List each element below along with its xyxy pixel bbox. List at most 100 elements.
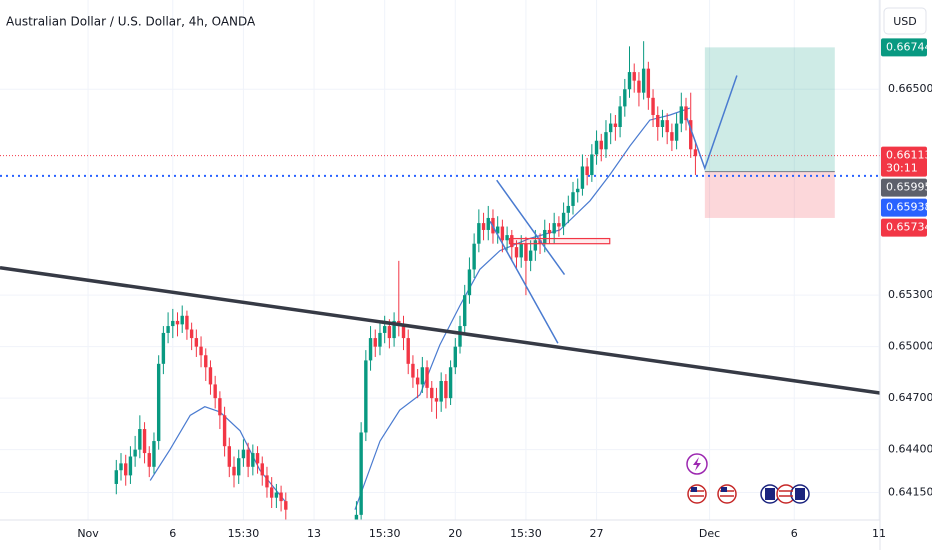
x-tick-label: 15:30 (510, 527, 542, 540)
candle-body (444, 380, 448, 399)
candle-body (274, 492, 279, 498)
candle-body (430, 387, 434, 399)
flag-canton (691, 487, 697, 492)
candle-body (651, 97, 655, 115)
candle-body (142, 429, 147, 454)
candle-body (138, 429, 142, 450)
candle-body (185, 315, 189, 330)
currency-button[interactable] (883, 7, 927, 35)
event-icon-glyph (693, 457, 701, 471)
candle-body (124, 463, 128, 476)
candle-body (152, 441, 156, 467)
candle-body (425, 367, 429, 388)
candle-body (561, 212, 566, 227)
price-tag (881, 178, 927, 197)
price-tag (881, 198, 927, 217)
candle-body (189, 329, 194, 339)
price-tag-label: 0.65938 (886, 201, 932, 214)
price-tag (881, 146, 927, 177)
candle-body (180, 315, 184, 325)
candle-body (458, 326, 462, 347)
candle-body (128, 456, 133, 476)
candle-body (566, 205, 571, 213)
x-tick-label: 15:30 (369, 527, 401, 540)
candle-body (613, 123, 618, 127)
candle-body (486, 217, 490, 230)
candle-body (670, 132, 674, 141)
candle-body (585, 166, 589, 176)
price-tag-countdown: 30:11 (886, 162, 918, 175)
candle-body (237, 458, 241, 476)
candle-body (641, 68, 646, 93)
candle-body (241, 449, 246, 459)
candle-body (627, 72, 632, 90)
candle-body (255, 453, 260, 464)
candle-body (660, 120, 665, 127)
candle-body (368, 338, 373, 361)
price-tag-label: 0.66113 (886, 149, 932, 162)
candle-body (378, 332, 382, 347)
candle-body (594, 140, 599, 155)
candle-body (411, 363, 415, 378)
price-tag (881, 38, 927, 57)
candle-body (519, 243, 523, 258)
moving-average (149, 107, 690, 510)
candle-body (463, 295, 467, 327)
candle-body (472, 243, 476, 270)
axes: 0.64150 0.64400 0.64700 0.65000 0.65300 0.665… (77, 38, 932, 540)
candle-body (481, 223, 486, 230)
drawing-line (489, 221, 559, 344)
range-box (508, 237, 611, 245)
candle-body (166, 326, 170, 333)
candle-body (208, 367, 213, 385)
candle-body (637, 80, 641, 93)
candle-body (354, 514, 359, 520)
x-tick-label: 6 (169, 527, 176, 540)
candle-body (632, 72, 636, 81)
candle-body (500, 226, 505, 241)
candle-body (218, 398, 222, 416)
candle-body (246, 449, 250, 467)
currency-label[interactable]: USD (893, 15, 917, 28)
price-tag-label: 0.66744 (886, 40, 932, 53)
candle-body (477, 223, 481, 244)
trend-line (0, 265, 880, 395)
candle-body (133, 449, 137, 457)
candle-body (656, 114, 660, 127)
candle-body (580, 166, 585, 189)
candle-body (646, 68, 651, 98)
candle-body (284, 501, 288, 510)
candle-body (171, 320, 175, 327)
candle-body (557, 223, 561, 227)
candle-body (232, 466, 236, 476)
candle-body (448, 367, 453, 399)
flag-canton (721, 487, 727, 492)
candle-body (528, 250, 533, 261)
x-tick-label: Nov (77, 527, 99, 540)
chart-title: Australian Dollar / U.S. Dollar, 4h, OAN… (6, 15, 256, 29)
position-stop (704, 171, 835, 218)
candle-body (467, 269, 472, 296)
x-tick-label: 6 (791, 527, 798, 540)
candle-body (505, 235, 509, 241)
candle-body (608, 123, 613, 133)
candle-body (510, 235, 514, 248)
candle-body (213, 384, 217, 399)
candle-body (147, 453, 151, 467)
candle-body (674, 123, 679, 141)
plot-area (0, 41, 880, 520)
flag-field (765, 488, 775, 500)
y-tick-label: 0.65300 (888, 288, 932, 301)
candle-body (227, 446, 231, 467)
candle-body (420, 367, 425, 385)
candle-body (222, 415, 227, 447)
drawing-line (496, 179, 566, 276)
candle-body (689, 120, 693, 150)
y-tick-label: 0.64700 (888, 391, 932, 404)
candle-body (382, 326, 387, 333)
candle-body (547, 229, 552, 234)
candle-body (373, 338, 377, 347)
y-tick-label: 0.66500 (888, 82, 932, 95)
candle-body (161, 332, 166, 364)
x-tick-label: 15:30 (228, 527, 260, 540)
